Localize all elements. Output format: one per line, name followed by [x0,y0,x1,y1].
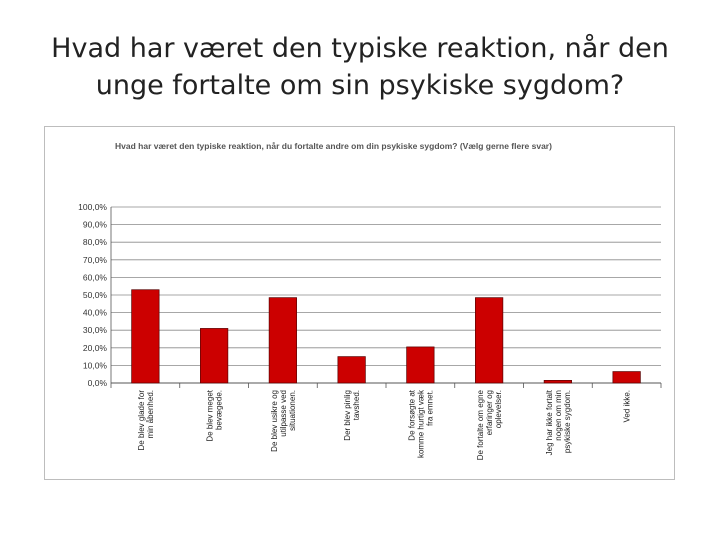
y-tick-label: 60,0% [83,272,108,282]
category-label: De blev glade for min åbenhed. [137,390,155,451]
category-label-line: De blev meget [206,389,215,441]
category-label-line: nogen om min [554,390,563,441]
bar-chart: Hvad har været den typiske reaktion, når… [78,141,662,460]
bar [337,356,366,384]
category-label-line: Der blev pinlig [343,390,352,441]
bar [131,289,160,384]
category-label: De blev usikre og utilpasse ved situatione… [270,390,297,452]
category-label: De blev meget bevægede. [206,389,224,441]
category-label-line: fra emnet. [425,390,434,426]
chart-title: Hvad har været den typiske reaktion, når… [115,141,552,151]
category-label-line: komme hurtigt væk [416,389,425,458]
category-label: Jeg har ikke fortalt nogen om min psykiske… [545,389,572,455]
category-label-line: De fortalte om egne [476,389,485,460]
category-label-line: De blev glade for [137,390,146,451]
category-label: Ved ikke. [623,390,632,422]
category-label-line: Jeg har ikke fortalt [545,389,554,455]
bar [406,346,435,384]
bar [268,297,297,384]
bar [475,297,504,384]
y-tick-label: 0,0% [88,378,108,388]
y-tick-label: 80,0% [83,237,108,247]
slide-title: Hvad har været den typiske reaktion, når… [30,30,690,104]
y-tick-label: 20,0% [83,343,108,353]
category-label-line: De blev usikre og [270,390,279,452]
category-label-line: utilpasse ved [279,390,288,437]
y-tick-label: 90,0% [83,220,108,230]
y-tick-label: 40,0% [83,308,108,318]
category-label-line: oplevelser. [494,390,503,428]
category-label: Der blev pinlig tavshed. [343,390,361,441]
category-label-line: De forsøgte at [407,389,416,440]
category-label-line: Ved ikke. [623,390,632,422]
category-label-line: bevægede. [215,390,224,430]
bar [200,328,229,384]
y-tick-label: 10,0% [83,360,108,370]
category-label-line: min åbenhed. [146,390,155,438]
slide-title-line-1: Hvad har været den typiske reaktion, når… [51,33,669,64]
y-tick-label: 70,0% [83,255,108,265]
category-label: De forsøgte at komme hurtigt væk fra emnet… [407,389,434,458]
y-tick-label: 30,0% [83,325,108,335]
category-label-line: psykiske sygdom. [563,390,572,453]
y-tick-label: 100,0% [78,202,107,212]
slide-title-line-2: unge fortalte om sin psykiske sygdom? [95,70,625,101]
category-label-line: tavshed. [352,390,361,420]
bar [612,371,641,384]
category-label-line: situationen. [288,390,297,431]
y-tick-label: 50,0% [83,290,108,300]
chart-frame: Hvad har været den typiske reaktion, når… [44,126,675,480]
bar [543,380,572,384]
category-label: De fortalte om egne erfaringer og oplevels… [476,389,503,460]
category-label-line: erfaringer og [485,390,494,435]
